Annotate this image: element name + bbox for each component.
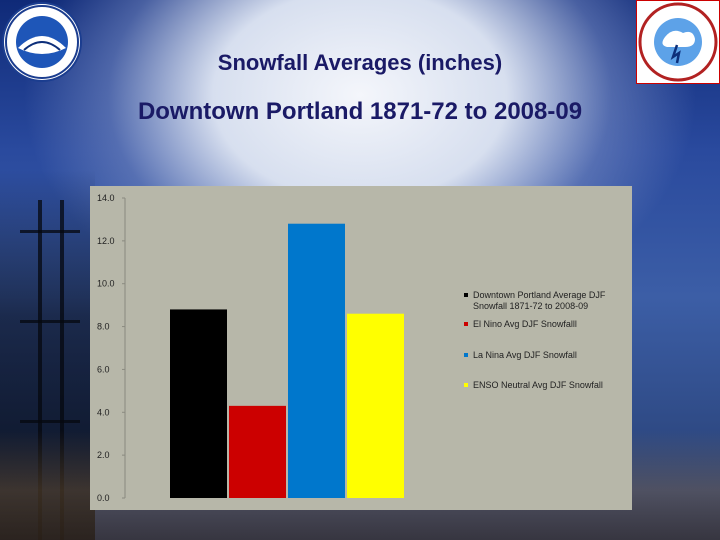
- y-tick-label: 14.0: [97, 193, 115, 203]
- y-tick-label: 4.0: [97, 407, 110, 417]
- legend-label-1-cont: Snowfall 1871-72 to 2008-09: [473, 301, 588, 311]
- legend-label-4: ENSO Neutral Avg DJF Snowfall: [473, 380, 603, 390]
- legend-label-2: El Nino Avg DJF Snowfalll: [473, 319, 577, 329]
- y-tick-label: 2.0: [97, 450, 110, 460]
- legend-swatch-4: [464, 383, 468, 387]
- bar-4: [347, 313, 404, 498]
- bar-2: [229, 405, 286, 498]
- legend-label-1: Downtown Portland Average DJF: [473, 290, 606, 300]
- legend-swatch-1: [464, 293, 468, 297]
- snowfall-bar-chart: 0.0 2.0 4.0 6.0 8.0 10.0 12.0 14.0 Downtown Port…: [90, 186, 632, 510]
- y-tick-label: 12.0: [97, 236, 115, 246]
- bar-1: [170, 309, 227, 498]
- y-tick-label: 0.0: [97, 493, 110, 503]
- bar-3: [288, 223, 345, 498]
- y-tick-label: 8.0: [97, 322, 110, 332]
- y-tick-label: 6.0: [97, 364, 110, 374]
- noaa-logo: [4, 4, 80, 80]
- nws-logo: [636, 0, 720, 84]
- legend-swatch-2: [464, 322, 468, 326]
- legend-label-3: La Nina Avg DJF Snowfall: [473, 350, 577, 360]
- slide-subtitle: Downtown Portland 1871-72 to 2008-09: [137, 98, 583, 125]
- legend-swatch-3: [464, 353, 468, 357]
- slide-title: Snowfall Averages (inches): [217, 50, 503, 75]
- y-tick-label: 10.0: [97, 279, 115, 289]
